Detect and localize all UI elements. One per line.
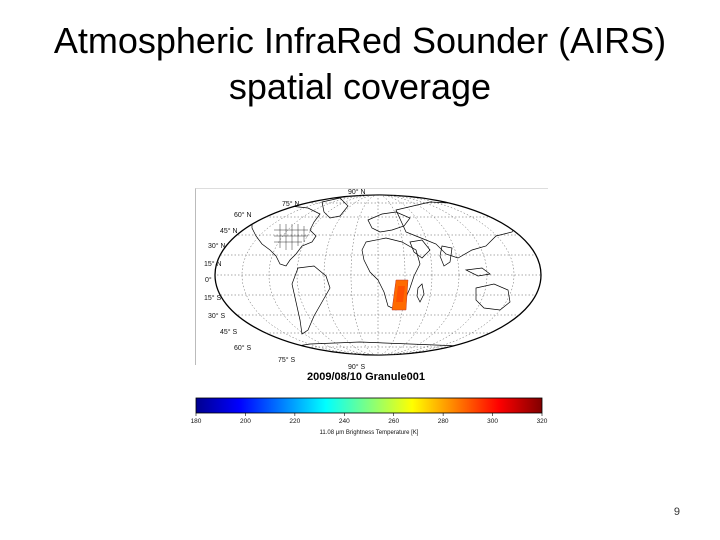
europe-outline	[367, 211, 411, 233]
colorbar-label: 11.08 μm Brightness Temperature [K]	[320, 430, 419, 436]
lat-label-30s: 30° S	[208, 312, 226, 320]
slide-title: Atmospheric InfraRed Sounder (AIRS) spat…	[20, 18, 700, 110]
map-frame	[195, 188, 548, 365]
colorbar-tick-label: 200	[240, 418, 251, 425]
airs-granule-hot-core	[396, 286, 405, 302]
south-america-outline	[291, 265, 331, 335]
colorbar-ticks: 180 200 220 240 260 280 300 320	[191, 413, 548, 425]
colorbar-tick-label: 260	[388, 418, 399, 425]
airs-coverage-figure: 75° N 60° N 45° N 30° N 15° N 0° 15° S 3…	[190, 184, 552, 436]
greenland-outline	[321, 197, 349, 219]
colorbar-tick-label: 220	[289, 418, 300, 425]
lat-label-45n: 45° N	[220, 227, 238, 235]
lat-label-60s: 60° S	[234, 344, 252, 352]
australia-outline	[475, 283, 511, 311]
map-title: 2009/08/10 Granule001	[307, 371, 425, 383]
lat-label-30n: 30° N	[208, 242, 226, 250]
page-number: 9	[673, 506, 680, 518]
indonesia-outline	[464, 267, 491, 277]
colorbar-tick-label: 280	[438, 418, 449, 425]
lat-label-45s: 45° S	[220, 328, 238, 336]
arabia-outline	[409, 239, 431, 259]
lat-label-60n: 60° N	[234, 211, 252, 219]
lat-label-90s: 90° S	[348, 363, 366, 371]
colorbar-tick-label: 300	[487, 418, 498, 425]
colorbar-tick-label: 320	[537, 418, 548, 425]
lat-label-15n: 15° N	[204, 260, 222, 268]
slide-title-line-1: Atmospheric InfraRed Sounder (AIRS)	[53, 20, 667, 61]
lat-label-90n: 90° N	[348, 188, 366, 196]
lat-label-15s: 15° S	[204, 294, 222, 302]
madagascar-outline	[416, 283, 425, 303]
lat-label-75s: 75° S	[278, 356, 296, 364]
north-america-outline	[251, 205, 321, 267]
lat-label-0: 0°	[205, 276, 212, 284]
colorbar-tick-label: 180	[191, 418, 202, 425]
us-state-borders	[274, 224, 308, 250]
latitude-labels: 75° N 60° N 45° N 30° N 15° N 0° 15° S 3…	[204, 188, 366, 371]
map-svg: 75° N 60° N 45° N 30° N 15° N 0° 15° S 3…	[191, 188, 548, 436]
colorbar	[195, 397, 543, 414]
lat-label-75n: 75° N	[282, 200, 300, 208]
colorbar-tick-label: 240	[339, 418, 350, 425]
india-outline	[439, 245, 453, 267]
slide-title-line-2: spatial coverage	[228, 66, 492, 107]
